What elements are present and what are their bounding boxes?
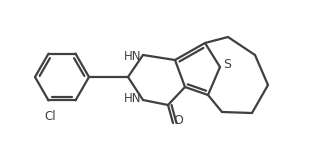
Text: S: S xyxy=(223,58,231,71)
Text: HN: HN xyxy=(124,93,141,106)
Text: O: O xyxy=(173,115,183,128)
Text: HN: HN xyxy=(124,49,141,62)
Text: Cl: Cl xyxy=(45,110,56,123)
